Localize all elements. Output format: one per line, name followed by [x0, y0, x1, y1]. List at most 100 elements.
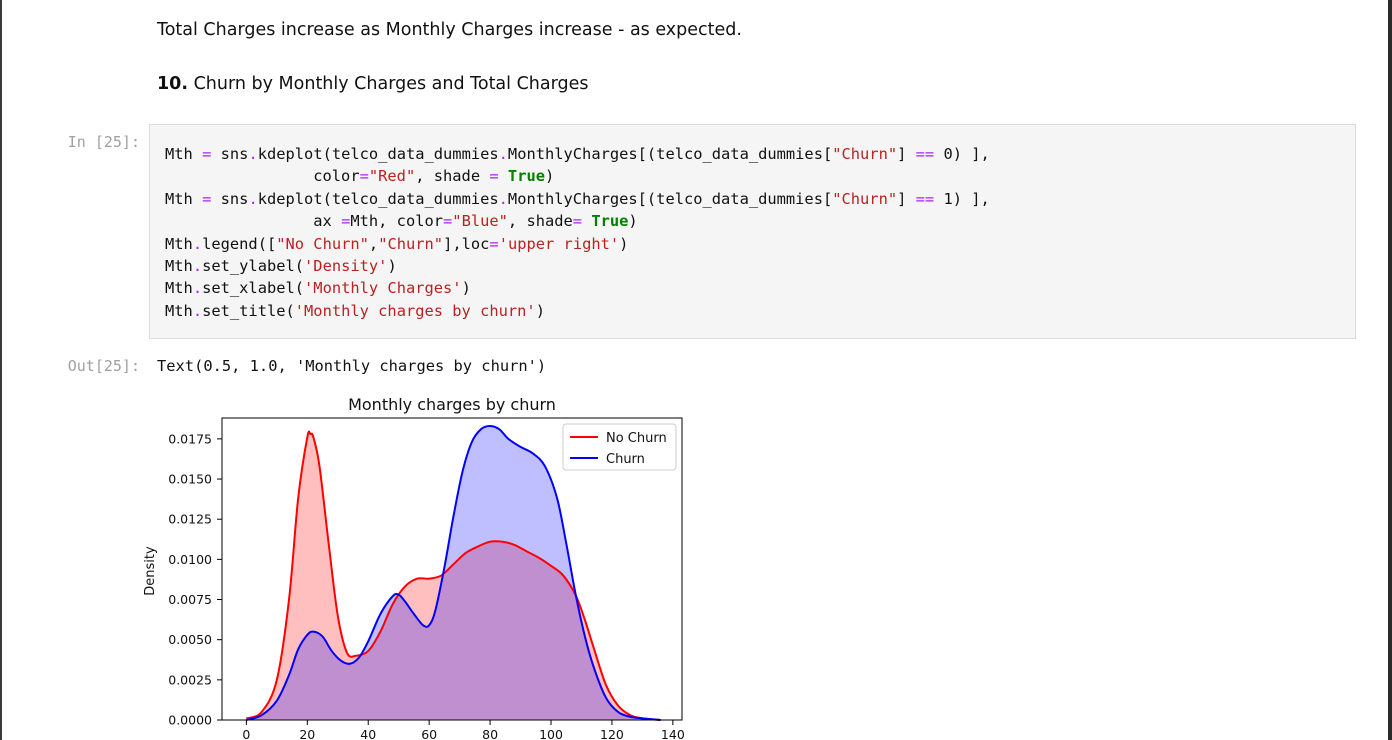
- code-token: , shade: [507, 212, 573, 231]
- code-token: 'Monthly Charges': [304, 279, 462, 298]
- code-cell[interactable]: Mth = sns.kdeplot(telco_data_dummies.Mon…: [149, 124, 1356, 339]
- input-prompt: In [25]:: [67, 133, 140, 151]
- y-tick-label: 0.0050: [168, 632, 212, 647]
- code-token: =: [572, 212, 583, 231]
- code-token: "No Churn": [276, 234, 369, 253]
- code-token: ,: [368, 234, 379, 253]
- y-tick-label: 0.0075: [168, 592, 212, 607]
- heading-text: Churn by Monthly Charges and Total Charg…: [188, 74, 589, 94]
- code-token: ): [461, 279, 471, 298]
- legend-label: Churn: [606, 452, 645, 467]
- code-token: ): [387, 257, 397, 276]
- code-token: .: [192, 279, 203, 298]
- code-token: ],loc: [443, 234, 490, 253]
- x-tick-label: 60: [421, 727, 437, 740]
- x-tick-label: 140: [661, 727, 685, 740]
- x-tick-label: 80: [482, 727, 498, 740]
- code-token: MonthlyCharges[(telco_data_dummies[: [507, 145, 833, 163]
- code-token: "Churn": [832, 189, 898, 208]
- y-axis-label: Density: [143, 546, 158, 596]
- code-token: =: [202, 189, 212, 208]
- code-token: 0) ],: [934, 145, 990, 163]
- code-token: MonthlyCharges[(telco_data_dummies[: [507, 189, 833, 208]
- code-token: .: [248, 145, 258, 163]
- output-text: Text(0.5, 1.0, 'Monthly charges by churn…: [157, 357, 547, 375]
- plot-frame: [221, 417, 683, 721]
- code-token: =: [443, 212, 453, 231]
- code-token: .: [498, 145, 508, 163]
- code-line: ax =Mth, color="Blue", shade= True): [165, 212, 638, 231]
- chart-title: Monthly charges by churn: [348, 395, 556, 414]
- code-token: ]: [897, 145, 916, 163]
- code-token: set_ylabel(: [202, 257, 305, 276]
- markdown-cell-heading: 10. Churn by Monthly Charges and Total C…: [157, 74, 589, 94]
- code-token: Mth: [165, 189, 203, 208]
- markdown-cell-note: Total Charges increase as Monthly Charge…: [157, 20, 742, 40]
- series-1-line: [246, 425, 661, 721]
- code-token: .: [192, 234, 203, 253]
- legend-label: No Churn: [606, 431, 667, 446]
- code-token: 'Density': [304, 257, 388, 276]
- code-token: "Churn": [832, 145, 898, 163]
- code-token: ==: [915, 145, 935, 163]
- code-token: .: [192, 301, 203, 320]
- code-token: set_title(: [202, 301, 295, 320]
- code-token: Mth, color: [350, 212, 444, 231]
- code-token: [582, 212, 591, 230]
- heading-number: 10.: [157, 74, 189, 94]
- code-token: ): [628, 212, 638, 231]
- code-token: "Red": [368, 167, 416, 186]
- y-tick-label: 0.0175: [168, 431, 212, 446]
- code-token: 1) ],: [934, 189, 990, 208]
- code-token: ): [619, 234, 629, 253]
- code-line: Mth = sns.kdeplot(telco_data_dummies.Mon…: [165, 190, 990, 208]
- output-prompt: Out[25]:: [67, 357, 140, 375]
- code-token: kdeplot(telco_data_dummies: [257, 145, 499, 163]
- page-left-border: [0, 0, 2, 740]
- code-line: color="Red", shade = True): [165, 167, 554, 185]
- code-editor[interactable]: Mth = sns.kdeplot(telco_data_dummies.Mon…: [165, 143, 990, 322]
- code-token: 'upper right': [498, 234, 620, 253]
- code-token: .: [192, 257, 203, 276]
- code-token: [499, 167, 508, 185]
- series-0-line: [245, 430, 661, 721]
- code-token: True: [591, 212, 629, 231]
- code-token: ): [545, 167, 555, 186]
- code-line: Mth.set_ylabel('Density'): [165, 257, 397, 275]
- code-line: Mth.set_xlabel('Monthly Charges'): [165, 279, 471, 297]
- code-token: ]: [897, 189, 916, 208]
- code-token: =: [489, 234, 499, 253]
- code-line: Mth.set_title('Monthly charges by churn'…: [165, 302, 545, 320]
- code-token: kdeplot(telco_data_dummies: [257, 189, 499, 208]
- code-token: Mth: [165, 234, 193, 253]
- code-token: sns: [211, 189, 249, 208]
- x-tick-label: 20: [299, 727, 315, 740]
- code-token: Mth: [165, 279, 193, 298]
- code-token: .: [498, 189, 508, 208]
- code-token: =: [359, 167, 369, 186]
- code-token: .: [248, 189, 258, 208]
- code-token: =: [202, 145, 212, 163]
- code-line: Mth = sns.kdeplot(telco_data_dummies.Mon…: [165, 145, 990, 163]
- code-token: =: [341, 212, 351, 231]
- code-token: "Blue": [452, 212, 508, 231]
- code-token: Mth: [165, 145, 203, 163]
- series-0-area: [246, 431, 661, 720]
- code-token: sns: [211, 145, 249, 163]
- code-token: ): [535, 301, 545, 320]
- code-line: Mth.legend(["No Churn","Churn"],loc='upp…: [165, 235, 628, 253]
- code-token: legend([: [202, 234, 277, 253]
- code-token: Mth: [165, 257, 193, 276]
- code-token: ax: [165, 212, 342, 231]
- code-token: ==: [915, 189, 935, 208]
- y-tick-label: 0.0125: [168, 512, 212, 527]
- y-tick-label: 0.0025: [168, 672, 212, 687]
- y-tick-label: 0.0000: [168, 713, 212, 728]
- code-token: set_xlabel(: [202, 279, 305, 298]
- x-tick-label: 100: [539, 727, 563, 740]
- page-right-border: [1388, 0, 1392, 740]
- x-tick-label: 120: [600, 727, 624, 740]
- kde-chart: Monthly charges by churn 0.0000 0.0025 0.00…: [143, 395, 685, 740]
- y-tick-label: 0.0150: [168, 472, 212, 487]
- y-tick-label: 0.0100: [168, 552, 212, 567]
